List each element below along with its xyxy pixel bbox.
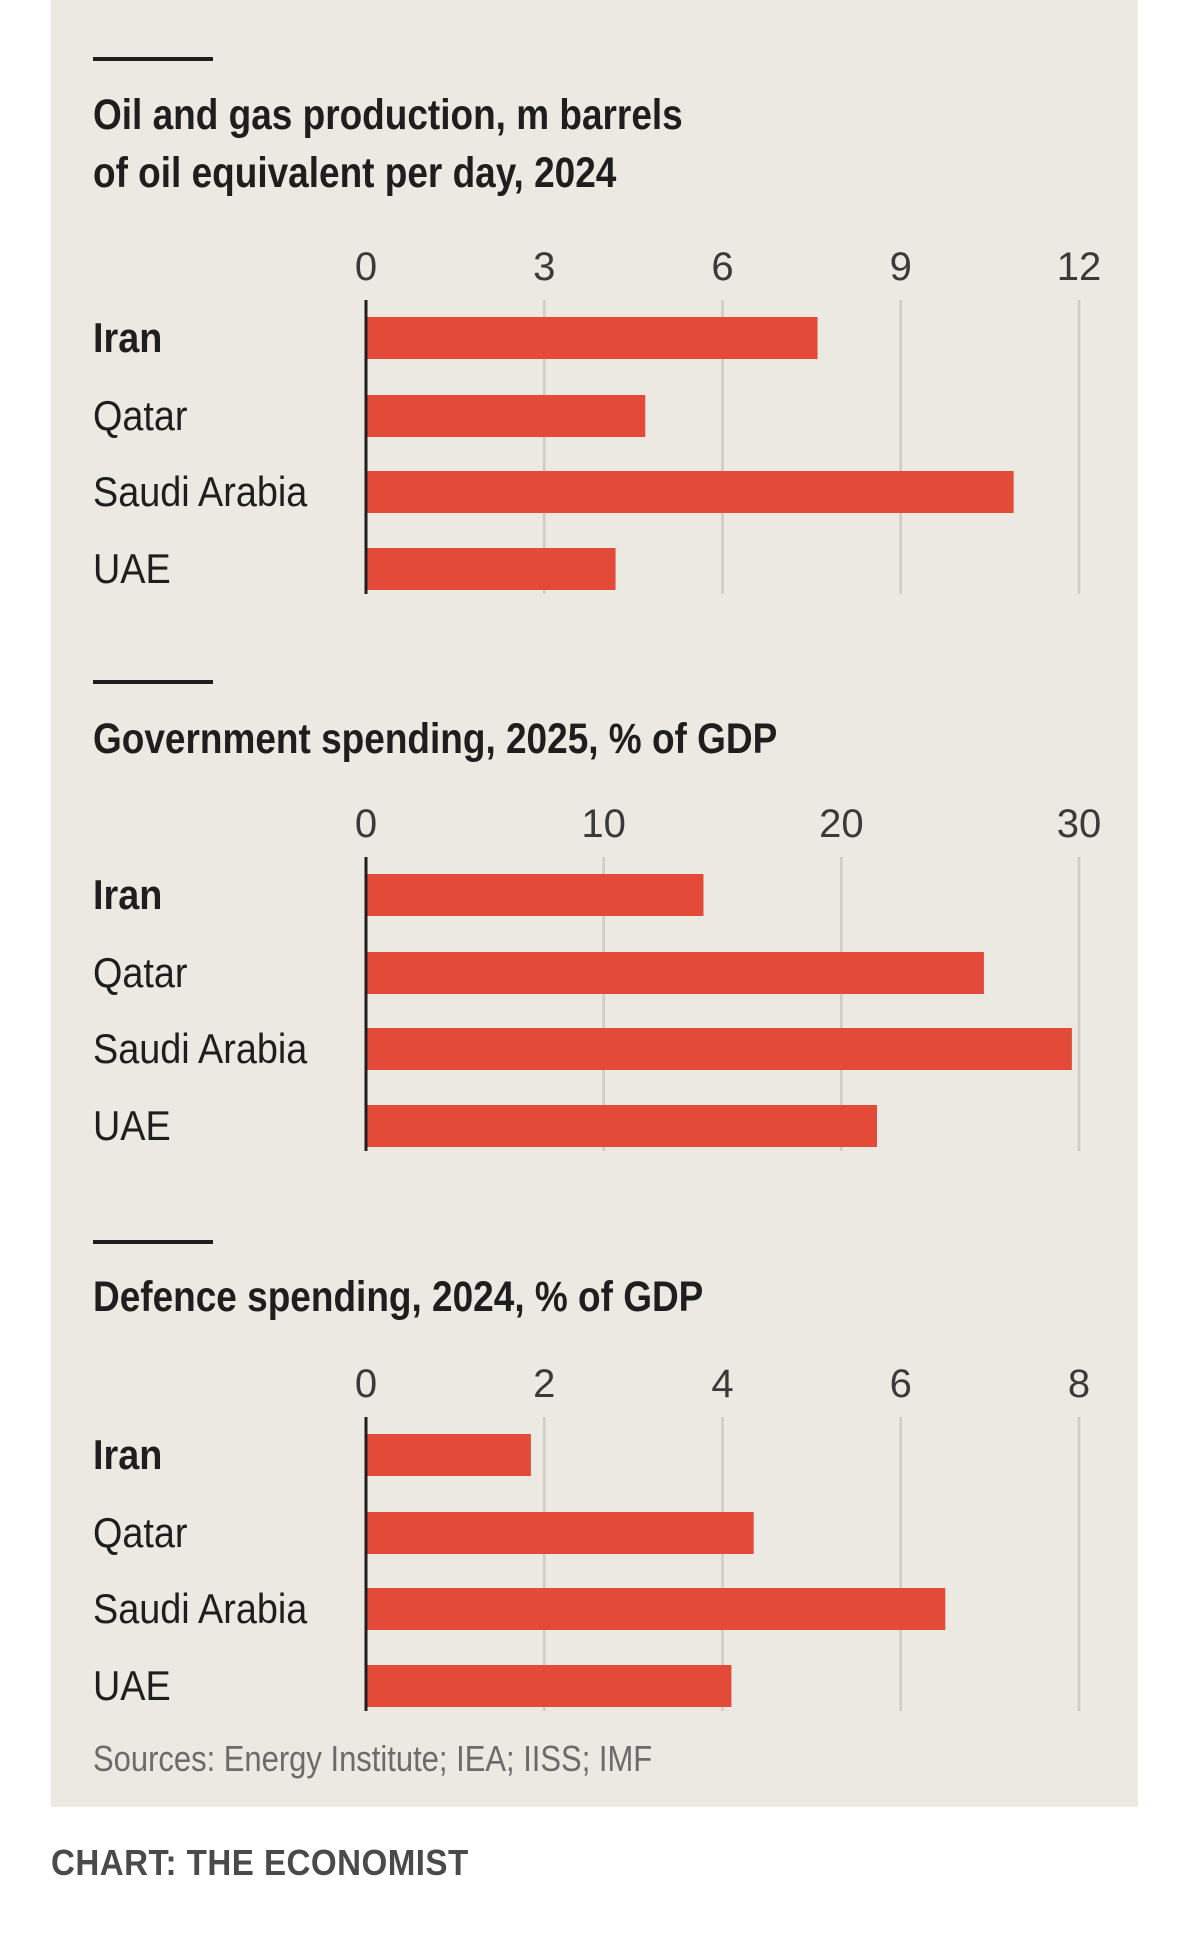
tick-label: 20 xyxy=(819,802,864,846)
tick-label: 6 xyxy=(890,1362,912,1406)
tick-label: 0 xyxy=(355,802,377,846)
category-label: Iran xyxy=(93,872,162,918)
tick-label: 8 xyxy=(1068,1362,1090,1406)
bar xyxy=(366,548,616,590)
category-label: Qatar xyxy=(93,950,188,996)
bar xyxy=(366,1512,754,1554)
category-label: Qatar xyxy=(93,393,188,439)
category-label: UAE xyxy=(93,1663,171,1709)
chart-credit: CHART: THE ECONOMIST xyxy=(51,1842,469,1883)
tick-label: 2 xyxy=(533,1362,555,1406)
tick-label: 9 xyxy=(890,245,912,289)
tick-label: 4 xyxy=(711,1362,733,1406)
bar xyxy=(366,395,646,437)
category-label: Saudi Arabia xyxy=(93,1586,308,1632)
title-rule xyxy=(93,680,213,684)
category-label: UAE xyxy=(93,546,171,592)
category-label: Iran xyxy=(93,1432,162,1478)
category-label: Saudi Arabia xyxy=(93,1026,308,1072)
title-rule xyxy=(93,1240,213,1244)
tick-label: 10 xyxy=(581,802,626,846)
bar xyxy=(366,1105,877,1147)
chart-title-line: Government spending, 2025, % of GDP xyxy=(93,715,778,763)
sources-note: Sources: Energy Institute; IEA; IISS; IM… xyxy=(93,1738,653,1779)
tick-label: 0 xyxy=(355,245,377,289)
bar xyxy=(366,317,818,359)
tick-label: 30 xyxy=(1057,802,1102,846)
bar xyxy=(366,1028,1072,1070)
chart-title: Oil and gas production, m barrels of oil… xyxy=(93,86,953,202)
tick-label: 3 xyxy=(533,245,555,289)
tick-label: 6 xyxy=(711,245,733,289)
tick-label: 0 xyxy=(355,1362,377,1406)
bar xyxy=(366,1434,531,1476)
bar xyxy=(366,952,984,994)
category-label: Qatar xyxy=(93,1510,188,1556)
bar xyxy=(366,1588,946,1630)
chart-title: Defence spending, 2024, % of GDP xyxy=(93,1268,953,1326)
chart-title: Government spending, 2025, % of GDP xyxy=(93,710,953,768)
bar xyxy=(366,874,704,916)
bar xyxy=(366,1665,732,1707)
category-label: UAE xyxy=(93,1103,171,1149)
tick-label: 12 xyxy=(1057,245,1102,289)
defence-spending-chart: 0 2 4 6 8 Iran Qatar Saudi Arabia UAE xyxy=(93,1362,1090,1711)
chart-panel: Oil and gas production, m barrels of oil… xyxy=(51,0,1138,1807)
bar xyxy=(366,471,1014,513)
government-spending-chart: 0 10 20 30 Iran Qatar Saudi Arabia UAE xyxy=(93,802,1102,1151)
category-label: Iran xyxy=(93,315,162,361)
category-label: Saudi Arabia xyxy=(93,469,308,515)
chart-title-line: Oil and gas production, m barrels xyxy=(93,91,683,139)
chart-title-line: Defence spending, 2024, % of GDP xyxy=(93,1273,704,1321)
title-rule xyxy=(93,57,213,61)
oil-gas-production-chart: 0 3 6 9 12 Iran Qatar Saudi Arabia UAE xyxy=(93,245,1102,594)
chart-title-line: of oil equivalent per day, 2024 xyxy=(93,149,617,197)
